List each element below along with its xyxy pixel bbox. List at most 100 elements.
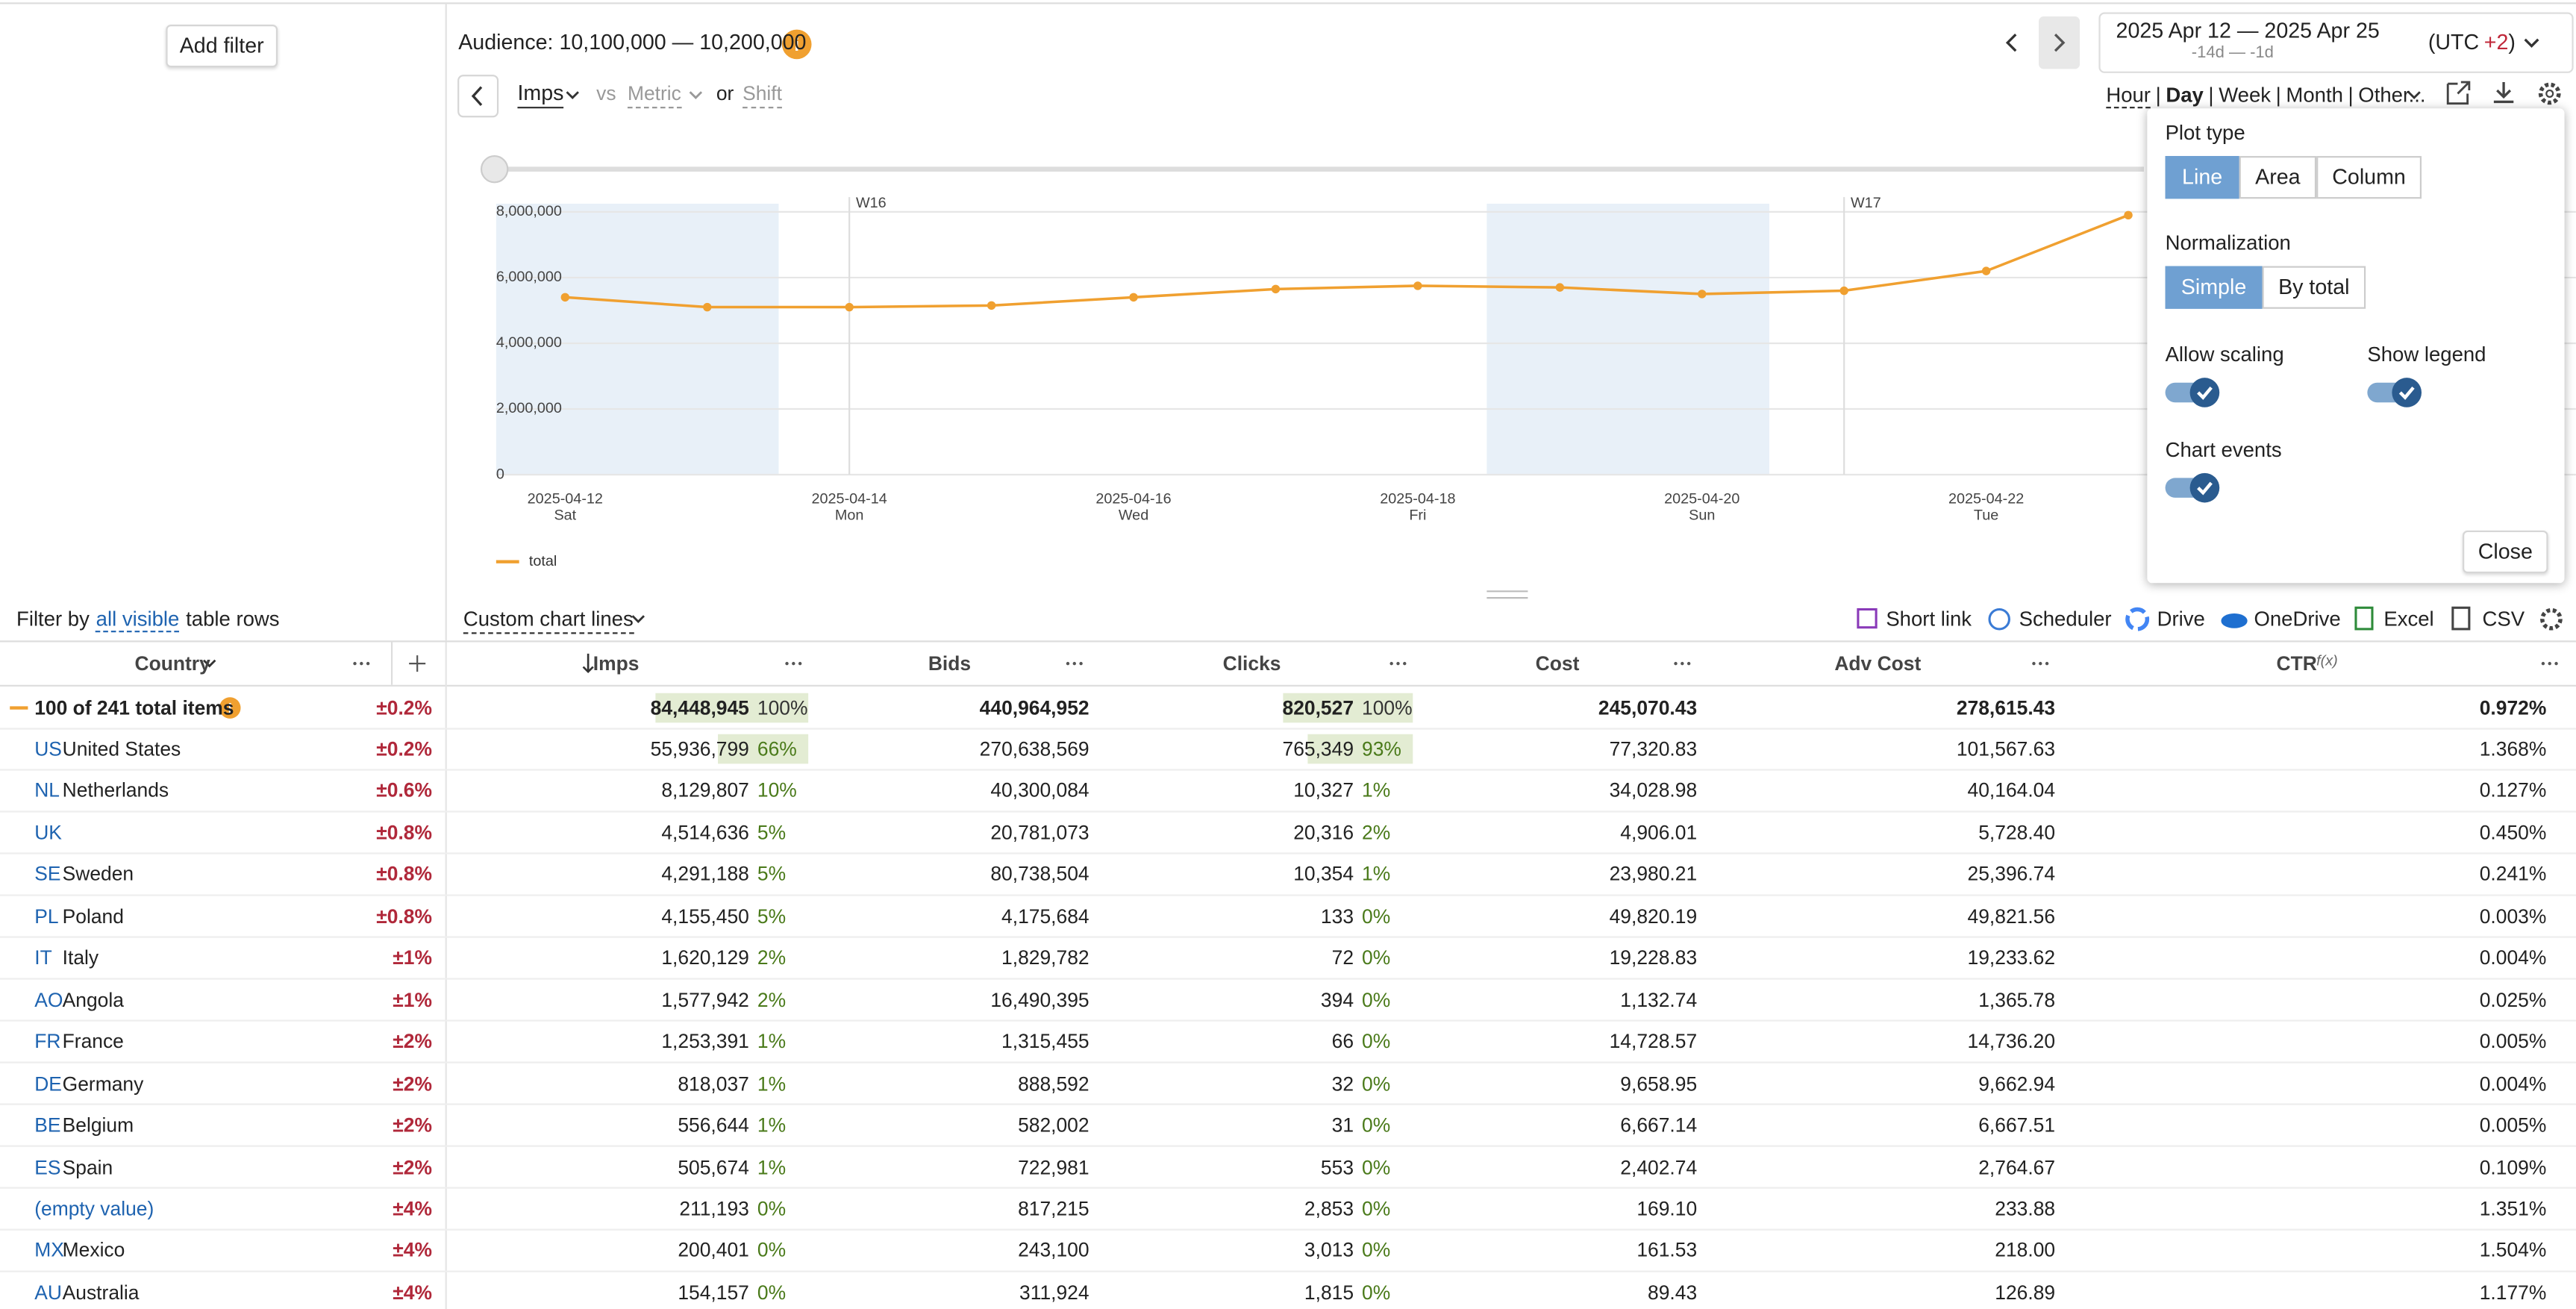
country-name[interactable]: (empty value) xyxy=(34,1197,154,1221)
column-header[interactable]: Imps xyxy=(593,652,640,675)
plot-type-option[interactable]: Column xyxy=(2316,156,2422,199)
country-code[interactable]: SE xyxy=(34,863,61,886)
utc: (UTC +2) xyxy=(2428,30,2516,56)
column-header[interactable]: CTR xyxy=(2276,652,2317,675)
info-icon-glyph: i xyxy=(228,701,232,717)
download-icon[interactable] xyxy=(2493,82,2514,104)
export-option[interactable]: OneDrive xyxy=(2254,607,2341,631)
country-name[interactable]: Netherlands xyxy=(62,779,169,802)
filter-text[interactable]: all visible xyxy=(96,607,180,633)
adv-cost: 14,736.20 xyxy=(1967,1030,2056,1054)
country-name[interactable]: Italy xyxy=(62,946,99,970)
country-code[interactable]: UK xyxy=(34,821,62,844)
country-name[interactable]: Germany xyxy=(62,1072,144,1096)
slider-handle[interactable] xyxy=(480,154,509,184)
adv-cost: 25,396.74 xyxy=(1967,863,2056,886)
toggle[interactable] xyxy=(2367,378,2422,407)
toggle[interactable] xyxy=(2165,378,2220,407)
ctr: 0.972% xyxy=(2479,696,2547,719)
date-picker[interactable] xyxy=(2098,12,2574,73)
metric[interactable]: Imps xyxy=(517,81,564,109)
country-code[interactable]: BE xyxy=(34,1113,61,1137)
country-name[interactable]: Poland xyxy=(62,905,124,928)
settings-icon[interactable] xyxy=(2538,82,2561,105)
country-code[interactable]: NL xyxy=(34,779,60,802)
country-code[interactable]: AO xyxy=(34,988,63,1012)
export-option[interactable]: Scheduler xyxy=(2019,607,2112,631)
data-point xyxy=(1413,281,1422,290)
collapse-button[interactable] xyxy=(457,75,499,118)
table-settings-icon[interactable] xyxy=(2540,607,2563,631)
export-option[interactable]: Excel xyxy=(2383,607,2434,631)
granularity-option[interactable]: Month xyxy=(2286,84,2343,107)
compare-metric[interactable]: Metric xyxy=(627,81,681,109)
clicks: 66 xyxy=(1331,1030,1354,1054)
imps-share: 2% xyxy=(757,946,787,970)
chevron xyxy=(689,91,703,99)
custom-chart-lines[interactable]: Custom chart lines xyxy=(463,606,634,634)
granularity-option[interactable]: Day xyxy=(2166,84,2204,107)
country-name[interactable]: Sweden xyxy=(62,863,134,886)
country-code[interactable]: MX xyxy=(34,1239,64,1263)
x-tick-day: Tue xyxy=(1974,507,1998,523)
shift[interactable]: Shift xyxy=(743,81,782,109)
normalization-option[interactable]: Simple xyxy=(2165,266,2263,309)
prev-arrow[interactable] xyxy=(2005,34,2017,52)
toggle-knob xyxy=(2392,378,2422,407)
column-header[interactable]: Bids xyxy=(928,652,972,675)
next-button[interactable] xyxy=(2039,16,2081,69)
country-name[interactable]: Belgium xyxy=(62,1113,134,1137)
country-name[interactable]: United States xyxy=(62,737,181,760)
plot-type-option[interactable]: Area xyxy=(2239,156,2317,199)
open-icon[interactable] xyxy=(2446,81,2471,105)
country-name[interactable]: Mexico xyxy=(62,1239,125,1263)
info-icon[interactable] xyxy=(219,697,241,719)
country-code[interactable]: FR xyxy=(34,1030,61,1054)
country-name[interactable]: Australia xyxy=(62,1281,140,1305)
imps-share: 1% xyxy=(757,1155,787,1179)
info-icon[interactable] xyxy=(781,29,812,60)
csv-icon xyxy=(2451,606,2471,631)
toggle[interactable] xyxy=(2165,472,2220,503)
plot-type-option[interactable]: Line xyxy=(2165,156,2239,199)
imps-share: 5% xyxy=(757,863,787,886)
country-name[interactable]: Angola xyxy=(62,988,124,1012)
error-margin: ±1% xyxy=(393,946,432,970)
country-code[interactable]: DE xyxy=(34,1072,62,1096)
column-header[interactable]: Country xyxy=(134,652,210,675)
granularity-option[interactable]: Other... xyxy=(2358,84,2426,107)
clicks-share: 0% xyxy=(1362,1030,1391,1054)
date-range[interactable]: 2025 Apr 12 — 2025 Apr 25 xyxy=(2116,18,2380,43)
column-header[interactable]: Cost xyxy=(1535,652,1580,675)
imps: 1,620,129 xyxy=(661,946,749,970)
add-filter-button[interactable]: Add filter xyxy=(166,25,278,68)
utc-part: ) xyxy=(2508,29,2516,54)
country-name[interactable]: France xyxy=(62,1030,124,1054)
bids: 80,738,504 xyxy=(990,863,1090,886)
clicks: 2,853 xyxy=(1304,1197,1354,1221)
export-option[interactable]: Drive xyxy=(2157,607,2205,631)
granularity-option[interactable]: Hour xyxy=(2106,84,2151,109)
granularity-option[interactable]: Week xyxy=(2219,84,2272,107)
export-option[interactable]: CSV xyxy=(2482,607,2525,631)
export-option[interactable]: Short link xyxy=(1886,607,1972,631)
clicks: 1,815 xyxy=(1304,1281,1354,1305)
country-code[interactable]: US xyxy=(34,737,62,760)
error-margin: ±0.8% xyxy=(376,821,432,844)
ctr: 0.004% xyxy=(2479,946,2547,970)
column-menu-dot xyxy=(2541,661,2545,666)
column-header[interactable]: Clicks xyxy=(1222,652,1281,675)
column-header[interactable]: Adv Cost xyxy=(1834,652,1922,675)
country-code[interactable]: IT xyxy=(34,946,52,970)
close-button[interactable]: Close xyxy=(2463,530,2548,574)
country-code[interactable]: ES xyxy=(34,1155,61,1179)
country-code[interactable]: PL xyxy=(34,905,59,928)
column-menu-dot xyxy=(2554,661,2558,666)
panel-label: Chart events xyxy=(2165,438,2282,462)
week-label: W17 xyxy=(1851,195,1881,211)
country-name[interactable]: Spain xyxy=(62,1155,113,1179)
country-code[interactable]: AU xyxy=(34,1281,62,1305)
normalization-option[interactable]: By total xyxy=(2262,266,2366,309)
adv-cost: 19,233.62 xyxy=(1967,946,2056,970)
